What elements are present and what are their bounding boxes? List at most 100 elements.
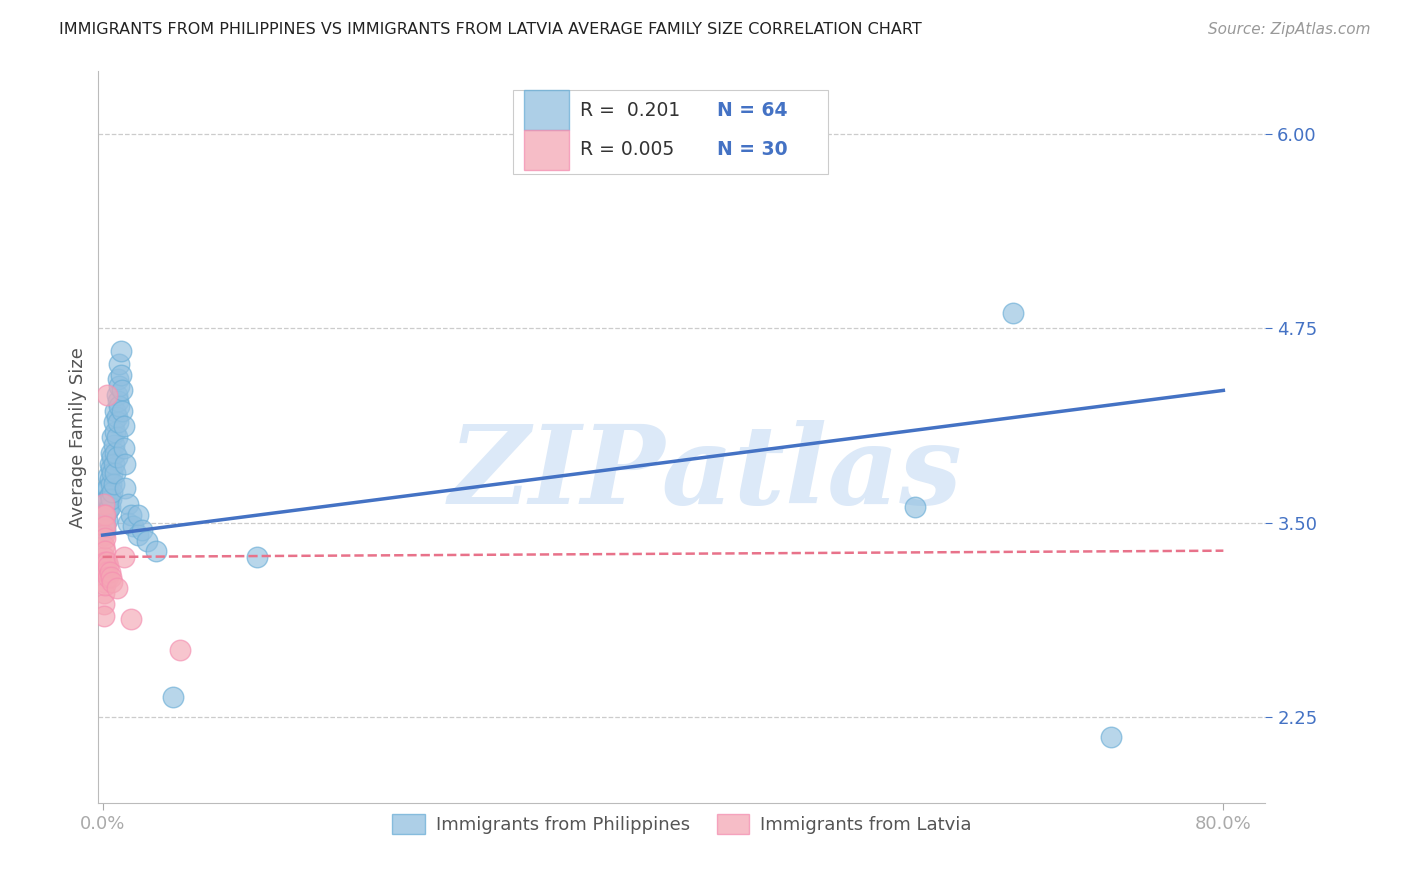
Point xyxy=(107,372,129,386)
Text: N = 30: N = 30 xyxy=(717,140,787,159)
Point xyxy=(100,570,122,584)
Point xyxy=(97,492,120,507)
Point xyxy=(105,388,128,402)
Point xyxy=(101,574,124,589)
Point xyxy=(112,549,135,564)
Point xyxy=(94,503,117,517)
Point xyxy=(94,578,117,592)
Point xyxy=(96,566,118,580)
Point xyxy=(105,450,128,465)
Point xyxy=(96,388,118,402)
Point xyxy=(93,562,115,576)
Point xyxy=(103,415,125,429)
Point xyxy=(94,518,117,533)
Text: R =  0.201: R = 0.201 xyxy=(581,101,681,120)
Point xyxy=(107,415,129,429)
Point xyxy=(94,524,117,538)
Point xyxy=(117,497,139,511)
Point xyxy=(93,609,115,624)
FancyBboxPatch shape xyxy=(513,90,828,174)
Point xyxy=(96,503,118,517)
Point xyxy=(100,445,122,459)
Point xyxy=(93,574,115,589)
Point xyxy=(94,543,117,558)
FancyBboxPatch shape xyxy=(524,90,568,130)
Point xyxy=(145,543,167,558)
Point xyxy=(94,531,117,545)
Point xyxy=(108,399,131,413)
Point xyxy=(110,368,132,382)
Point xyxy=(97,482,120,496)
Point xyxy=(100,492,122,507)
Point xyxy=(108,357,131,371)
Point xyxy=(904,500,927,515)
Point xyxy=(100,461,122,475)
Point xyxy=(104,445,127,459)
Point xyxy=(94,508,117,522)
Point xyxy=(114,457,136,471)
Point xyxy=(127,528,149,542)
Point xyxy=(110,344,132,359)
Point xyxy=(101,430,124,444)
Point xyxy=(120,612,142,626)
Point xyxy=(93,497,115,511)
Point xyxy=(162,690,184,704)
Point xyxy=(93,497,115,511)
Point xyxy=(122,518,145,533)
Text: Source: ZipAtlas.com: Source: ZipAtlas.com xyxy=(1208,22,1371,37)
Point xyxy=(111,384,134,398)
FancyBboxPatch shape xyxy=(524,129,568,169)
Text: N = 64: N = 64 xyxy=(717,101,787,120)
Point xyxy=(104,403,127,417)
Point xyxy=(93,549,115,564)
Point xyxy=(97,503,120,517)
Point xyxy=(108,378,131,392)
Point xyxy=(117,516,139,530)
Point xyxy=(105,581,128,595)
Point xyxy=(98,457,121,471)
Point xyxy=(1002,305,1025,319)
Point xyxy=(97,469,120,483)
Point xyxy=(104,466,127,480)
Point xyxy=(93,597,115,611)
Point xyxy=(101,466,124,480)
Point xyxy=(101,484,124,499)
Point xyxy=(246,549,269,564)
Point xyxy=(131,524,153,538)
Point xyxy=(112,419,135,434)
Point xyxy=(94,512,117,526)
Point xyxy=(120,508,142,522)
Point xyxy=(98,488,121,502)
Point xyxy=(93,518,115,533)
Text: ZIPatlas: ZIPatlas xyxy=(449,420,962,527)
Point xyxy=(97,570,120,584)
Point xyxy=(103,438,125,452)
Point xyxy=(127,508,149,522)
Point xyxy=(169,643,191,657)
Point xyxy=(96,482,118,496)
Text: R = 0.005: R = 0.005 xyxy=(581,140,675,159)
Y-axis label: Average Family Size: Average Family Size xyxy=(69,347,87,527)
Point xyxy=(98,566,121,580)
Legend: Immigrants from Philippines, Immigrants from Latvia: Immigrants from Philippines, Immigrants … xyxy=(385,807,979,841)
Point xyxy=(96,512,118,526)
Point xyxy=(1099,731,1122,745)
Point xyxy=(105,409,128,424)
Point xyxy=(96,492,118,507)
Point xyxy=(97,559,120,574)
Point xyxy=(101,450,124,465)
Point xyxy=(136,534,159,549)
Point xyxy=(94,555,117,569)
Point xyxy=(93,528,115,542)
Point xyxy=(98,500,121,515)
Point xyxy=(103,476,125,491)
Point xyxy=(105,430,128,444)
Point xyxy=(107,394,129,409)
Point xyxy=(112,441,135,455)
Point xyxy=(96,555,118,569)
Text: IMMIGRANTS FROM PHILIPPINES VS IMMIGRANTS FROM LATVIA AVERAGE FAMILY SIZE CORREL: IMMIGRANTS FROM PHILIPPINES VS IMMIGRANT… xyxy=(59,22,922,37)
Point xyxy=(98,472,121,486)
Point xyxy=(93,585,115,599)
Point xyxy=(93,539,115,553)
Point xyxy=(100,476,122,491)
